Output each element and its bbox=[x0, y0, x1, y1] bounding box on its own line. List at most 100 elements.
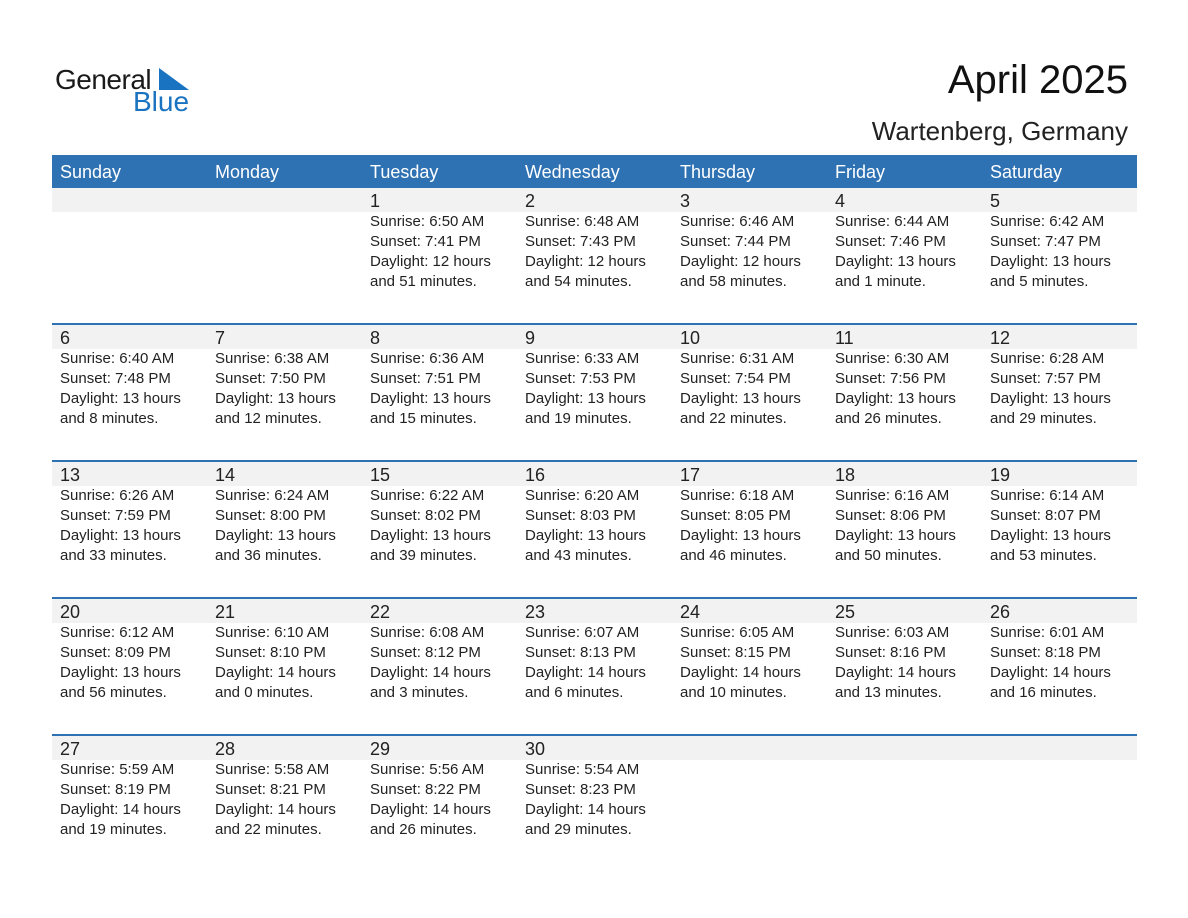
daylight-text: Daylight: 12 hours bbox=[680, 253, 801, 270]
day-number: 15 bbox=[370, 465, 391, 485]
sunrise-text: Sunrise: 6:48 AM bbox=[525, 213, 640, 230]
sunrise-text: Sunrise: 6:01 AM bbox=[990, 624, 1105, 641]
daylight-text: Daylight: 13 hours bbox=[60, 664, 181, 681]
day-cell: 21 Sunrise: 6:10 AM Sunset: 8:10 PM Dayligh… bbox=[207, 599, 362, 703]
daylight-text: Daylight: 14 hours bbox=[370, 801, 491, 818]
day-number: 20 bbox=[60, 602, 81, 622]
sunrise-text: Sunrise: 6:42 AM bbox=[990, 213, 1105, 230]
daylight-text: Daylight: 14 hours bbox=[370, 664, 491, 681]
day-number: 13 bbox=[60, 465, 81, 485]
day-number: 3 bbox=[680, 191, 691, 211]
day-cell: 1 Sunrise: 6:50 AM Sunset: 7:41 PM Daylight… bbox=[362, 188, 517, 292]
sunrise-text: Sunrise: 6:26 AM bbox=[60, 487, 175, 504]
daylight-text: Daylight: 13 hours bbox=[990, 527, 1111, 544]
sunrise-text: Sunrise: 5:58 AM bbox=[215, 761, 330, 778]
date-strip bbox=[52, 188, 1137, 212]
empty-cell bbox=[672, 736, 827, 840]
day-cell: 23 Sunrise: 6:07 AM Sunset: 8:13 PM Dayligh… bbox=[517, 599, 672, 703]
sunset-text: Sunset: 8:16 PM bbox=[835, 644, 946, 661]
daylight-minutes-text: and 3 minutes. bbox=[370, 684, 469, 701]
daylight-minutes-text: and 6 minutes. bbox=[525, 684, 624, 701]
daylight-text: Daylight: 13 hours bbox=[680, 390, 801, 407]
sunrise-text: Sunrise: 6:03 AM bbox=[835, 624, 950, 641]
sunrise-text: Sunrise: 6:33 AM bbox=[525, 350, 640, 367]
week-row: 27 Sunrise: 5:59 AM Sunset: 8:19 PM Dayligh… bbox=[52, 734, 1137, 871]
day-number: 10 bbox=[680, 328, 701, 348]
daylight-minutes-text: and 13 minutes. bbox=[835, 684, 942, 701]
daylight-minutes-text: and 46 minutes. bbox=[680, 547, 787, 564]
sunset-text: Sunset: 7:44 PM bbox=[680, 233, 791, 250]
sunset-text: Sunset: 8:13 PM bbox=[525, 644, 636, 661]
sunrise-text: Sunrise: 6:18 AM bbox=[680, 487, 795, 504]
daylight-minutes-text: and 5 minutes. bbox=[990, 273, 1089, 290]
daylight-text: Daylight: 14 hours bbox=[525, 664, 646, 681]
sunset-text: Sunset: 7:47 PM bbox=[990, 233, 1101, 250]
sunrise-text: Sunrise: 6:05 AM bbox=[680, 624, 795, 641]
sunset-text: Sunset: 7:53 PM bbox=[525, 370, 636, 387]
sunset-text: Sunset: 7:59 PM bbox=[60, 507, 171, 524]
daylight-text: Daylight: 13 hours bbox=[370, 390, 491, 407]
day-number: 1 bbox=[370, 191, 381, 211]
day-cell: 10 Sunrise: 6:31 AM Sunset: 7:54 PM Dayligh… bbox=[672, 325, 827, 429]
date-strip bbox=[52, 462, 1137, 486]
day-number: 18 bbox=[835, 465, 856, 485]
day-cell: 22 Sunrise: 6:08 AM Sunset: 8:12 PM Dayligh… bbox=[362, 599, 517, 703]
day-number: 6 bbox=[60, 328, 71, 348]
sunset-text: Sunset: 7:50 PM bbox=[215, 370, 326, 387]
calendar-grid: Sunday Monday Tuesday Wednesday Thursday Frid… bbox=[52, 155, 1137, 871]
day-number: 4 bbox=[835, 191, 846, 211]
day-cell: 15 Sunrise: 6:22 AM Sunset: 8:02 PM Dayligh… bbox=[362, 462, 517, 566]
empty-cell bbox=[827, 736, 982, 840]
day-number: 9 bbox=[525, 328, 536, 348]
daylight-text: Daylight: 13 hours bbox=[835, 253, 956, 270]
daylight-minutes-text: and 19 minutes. bbox=[60, 821, 167, 838]
weekday-header: Sunday Monday Tuesday Wednesday Thursday Frid… bbox=[52, 155, 1137, 188]
daylight-text: Daylight: 13 hours bbox=[525, 527, 646, 544]
daylight-minutes-text: and 22 minutes. bbox=[680, 410, 787, 427]
day-cell: 3 Sunrise: 6:46 AM Sunset: 7:44 PM Daylight… bbox=[672, 188, 827, 292]
date-strip bbox=[52, 325, 1137, 349]
sunrise-text: Sunrise: 6:40 AM bbox=[60, 350, 175, 367]
logo-triangle-icon bbox=[159, 68, 189, 90]
weeks: 1 Sunrise: 6:50 AM Sunset: 7:41 PM Daylight… bbox=[52, 188, 1137, 871]
day-number: 26 bbox=[990, 602, 1011, 622]
day-cell: 12 Sunrise: 6:28 AM Sunset: 7:57 PM Dayligh… bbox=[982, 325, 1137, 429]
sunset-text: Sunset: 8:19 PM bbox=[60, 781, 171, 798]
daylight-minutes-text: and 33 minutes. bbox=[60, 547, 167, 564]
daylight-text: Daylight: 13 hours bbox=[835, 390, 956, 407]
sunset-text: Sunset: 7:54 PM bbox=[680, 370, 791, 387]
sunset-text: Sunset: 8:07 PM bbox=[990, 507, 1101, 524]
sunrise-text: Sunrise: 6:28 AM bbox=[990, 350, 1105, 367]
daylight-minutes-text: and 26 minutes. bbox=[835, 410, 942, 427]
daylight-minutes-text: and 22 minutes. bbox=[215, 821, 322, 838]
weekday-sunday: Sunday bbox=[60, 162, 122, 182]
sunset-text: Sunset: 8:23 PM bbox=[525, 781, 636, 798]
day-cell: 7 Sunrise: 6:38 AM Sunset: 7:50 PM Daylight… bbox=[207, 325, 362, 429]
sunset-text: Sunset: 8:18 PM bbox=[990, 644, 1101, 661]
sunrise-text: Sunrise: 6:12 AM bbox=[60, 624, 175, 641]
daylight-minutes-text: and 0 minutes. bbox=[215, 684, 314, 701]
daylight-text: Daylight: 13 hours bbox=[215, 527, 336, 544]
sunrise-text: Sunrise: 6:31 AM bbox=[680, 350, 795, 367]
daylight-minutes-text: and 56 minutes. bbox=[60, 684, 167, 701]
day-cell: 11 Sunrise: 6:30 AM Sunset: 7:56 PM Dayligh… bbox=[827, 325, 982, 429]
day-number: 22 bbox=[370, 602, 391, 622]
location-subtitle: Wartenberg, Germany bbox=[871, 116, 1128, 146]
week-row: 20 Sunrise: 6:12 AM Sunset: 8:09 PM Dayligh… bbox=[52, 597, 1137, 734]
weekday-saturday: Saturday bbox=[990, 162, 1063, 182]
daylight-text: Daylight: 13 hours bbox=[990, 253, 1111, 270]
sunset-text: Sunset: 7:56 PM bbox=[835, 370, 946, 387]
sunset-text: Sunset: 8:12 PM bbox=[370, 644, 481, 661]
sunset-text: Sunset: 8:15 PM bbox=[680, 644, 791, 661]
sunset-text: Sunset: 8:00 PM bbox=[215, 507, 326, 524]
day-cell: 14 Sunrise: 6:24 AM Sunset: 8:00 PM Dayligh… bbox=[207, 462, 362, 566]
weekday-wednesday: Wednesday bbox=[525, 162, 620, 182]
page-title: April 2025 bbox=[947, 58, 1128, 102]
sunrise-text: Sunrise: 6:07 AM bbox=[525, 624, 640, 641]
day-number: 5 bbox=[990, 191, 1001, 211]
sunset-text: Sunset: 7:48 PM bbox=[60, 370, 171, 387]
daylight-text: Daylight: 14 hours bbox=[60, 801, 181, 818]
sunset-text: Sunset: 8:05 PM bbox=[680, 507, 791, 524]
sunrise-text: Sunrise: 6:10 AM bbox=[215, 624, 330, 641]
daylight-minutes-text: and 29 minutes. bbox=[525, 821, 632, 838]
